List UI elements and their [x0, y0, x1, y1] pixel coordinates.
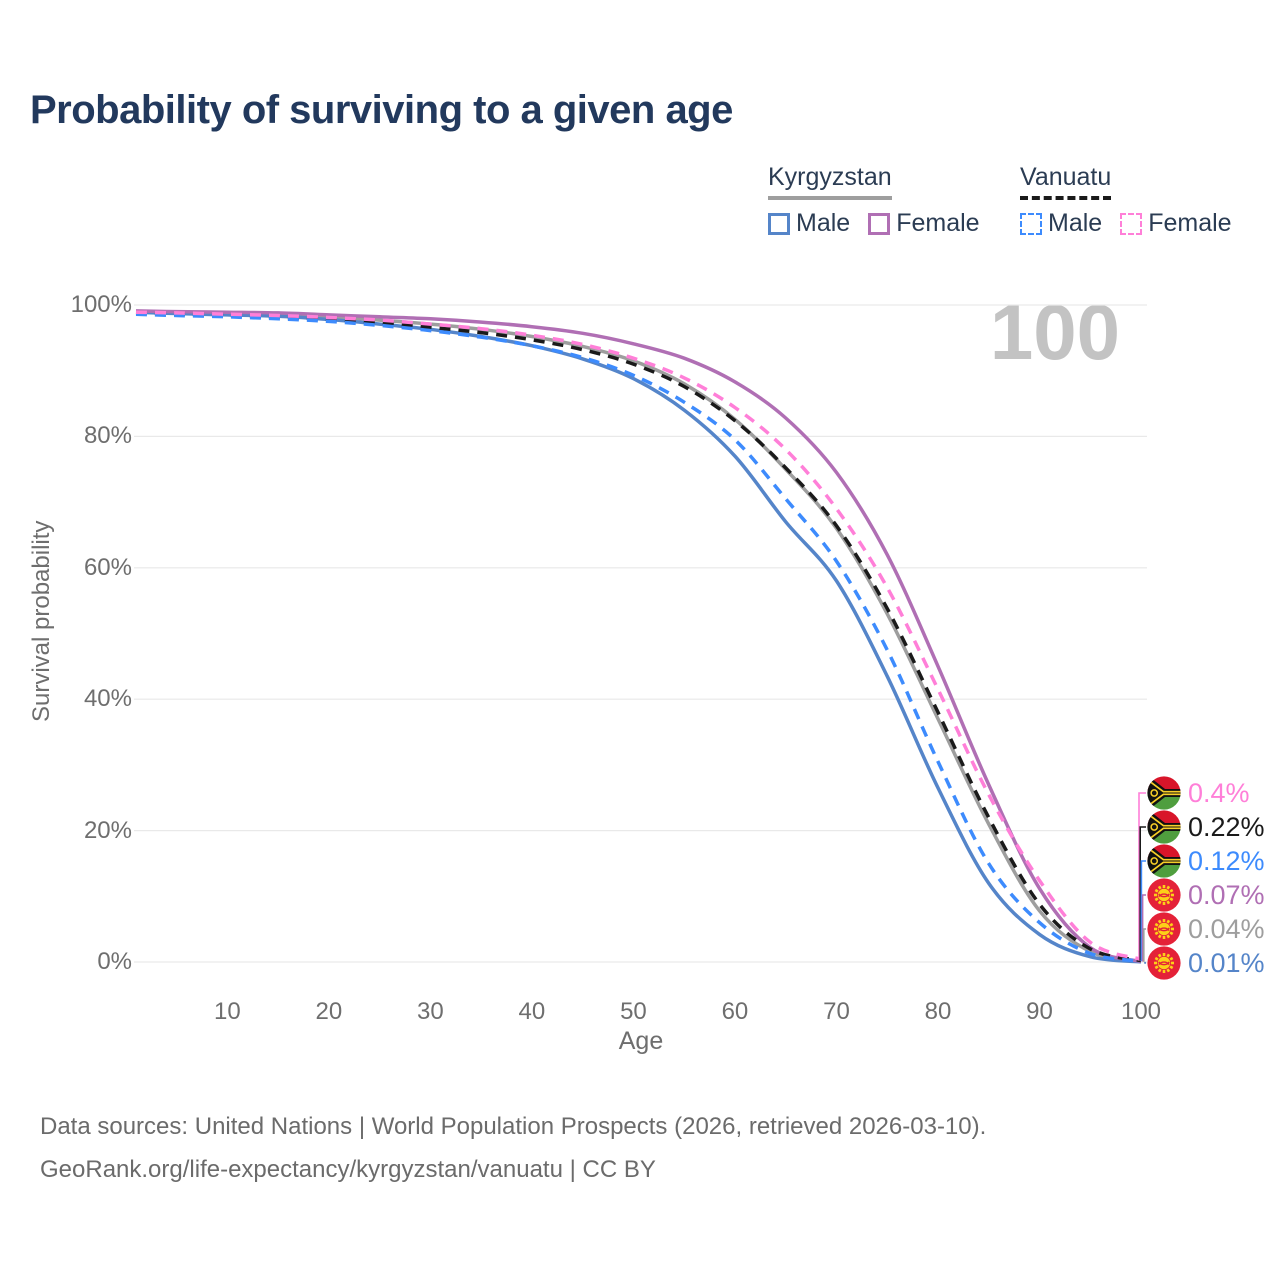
y-tick-label: 100% — [70, 291, 132, 318]
flag-icon-vanuatu — [1147, 776, 1181, 810]
legend-items-row: Male Female — [1020, 209, 1250, 238]
end-label-connector — [1143, 928, 1146, 962]
end-label-vanuatu-male: 0.12% — [1147, 844, 1265, 878]
end-label-value: 0.22% — [1188, 811, 1265, 842]
end-label-connector — [1138, 792, 1146, 960]
legend-swatch — [1120, 212, 1143, 235]
y-tick-label: 60% — [83, 553, 132, 581]
x-tick-label: 10 — [214, 998, 241, 1025]
end-label-value: 0.4% — [1188, 777, 1250, 808]
legend-item-label: Male — [1048, 209, 1103, 237]
x-tick-label: 20 — [315, 998, 343, 1025]
series-line-vanuatu-female[interactable] — [135, 310, 1142, 962]
series-line-vanuatu-male[interactable] — [135, 312, 1142, 963]
x-tick-label: 100 — [1120, 998, 1162, 1025]
footer: Data sources: United Nations | World Pop… — [40, 1105, 986, 1191]
legend-swatch — [868, 212, 891, 235]
end-label-value: 0.01% — [1188, 947, 1265, 978]
x-tick-label: 60 — [721, 998, 749, 1025]
page-title: Probability of surviving to a given age — [30, 88, 733, 132]
end-label-value: 0.07% — [1188, 879, 1265, 910]
age-watermark: 100 — [989, 288, 1120, 376]
flag-icon-vanuatu — [1147, 810, 1181, 844]
legend-country-vanuatu[interactable]: Vanuatu — [1020, 163, 1112, 200]
end-label-value: 0.12% — [1188, 845, 1265, 876]
legend-item-kyrgyzstan-male[interactable]: Male — [768, 209, 850, 238]
footer-data-sources: Data sources: United Nations | World Pop… — [40, 1113, 987, 1140]
end-label-kyrgyzstan-male: 0.01% — [1147, 946, 1265, 980]
y-axis-title: Survival probability — [28, 520, 55, 722]
flag-icon-kyrgyzstan — [1147, 946, 1181, 980]
end-label-vanuatu-female: 0.4% — [1147, 776, 1250, 810]
end-label-connector — [1144, 961, 1146, 964]
y-tick-label: 40% — [83, 685, 132, 713]
end-label-connector — [1141, 894, 1146, 962]
flag-icon-kyrgyzstan — [1147, 912, 1181, 946]
end-label-kyrgyzstan-total: 0.04% — [1147, 912, 1265, 946]
end-label-vanuatu-total: 0.22% — [1147, 810, 1265, 844]
x-tick-label: 90 — [1026, 998, 1053, 1025]
legend-items-row: Male Female — [768, 209, 998, 238]
flag-icon-kyrgyzstan — [1147, 878, 1181, 912]
survival-chart-plot[interactable] — [0, 0, 1280, 1080]
legend-item-label: Female — [1148, 209, 1232, 237]
y-tick-label: 20% — [83, 816, 132, 844]
end-label-connector — [1140, 860, 1146, 962]
series-line-kyrgyzstan-female[interactable] — [135, 309, 1142, 964]
legend-group-vanuatu: Vanuatu Male Female — [1020, 163, 1250, 238]
footer-attribution: GeoRank.org/life-expectancy/kyrgyzstan/v… — [40, 1156, 656, 1183]
x-tick-label: 80 — [924, 998, 952, 1025]
y-tick-label: 0% — [97, 948, 132, 975]
legend-group-kyrgyzstan: Kyrgyzstan Male Female — [768, 163, 998, 238]
x-tick-label: 50 — [620, 998, 647, 1025]
end-label-connector — [1139, 826, 1146, 961]
x-tick-label: 30 — [417, 998, 444, 1025]
legend-item-label: Male — [796, 209, 851, 237]
legend-swatch — [1020, 212, 1042, 235]
legend-item-kyrgyzstan-female[interactable]: Female — [868, 209, 980, 238]
legend-swatch — [768, 212, 790, 235]
legend-item-vanuatu-female[interactable]: Female — [1120, 209, 1232, 238]
y-tick-label: 80% — [83, 422, 132, 450]
legend-item-label: Female — [896, 209, 980, 237]
x-axis-title: Age — [618, 1027, 664, 1055]
legend-item-vanuatu-male[interactable]: Male — [1020, 209, 1102, 238]
end-label-value: 0.04% — [1188, 913, 1265, 944]
end-label-kyrgyzstan-female: 0.07% — [1147, 878, 1265, 912]
x-tick-label: 40 — [518, 998, 546, 1025]
x-tick-label: 70 — [823, 998, 850, 1025]
flag-icon-vanuatu — [1147, 844, 1181, 878]
legend-country-kyrgyzstan[interactable]: Kyrgyzstan — [768, 163, 892, 200]
